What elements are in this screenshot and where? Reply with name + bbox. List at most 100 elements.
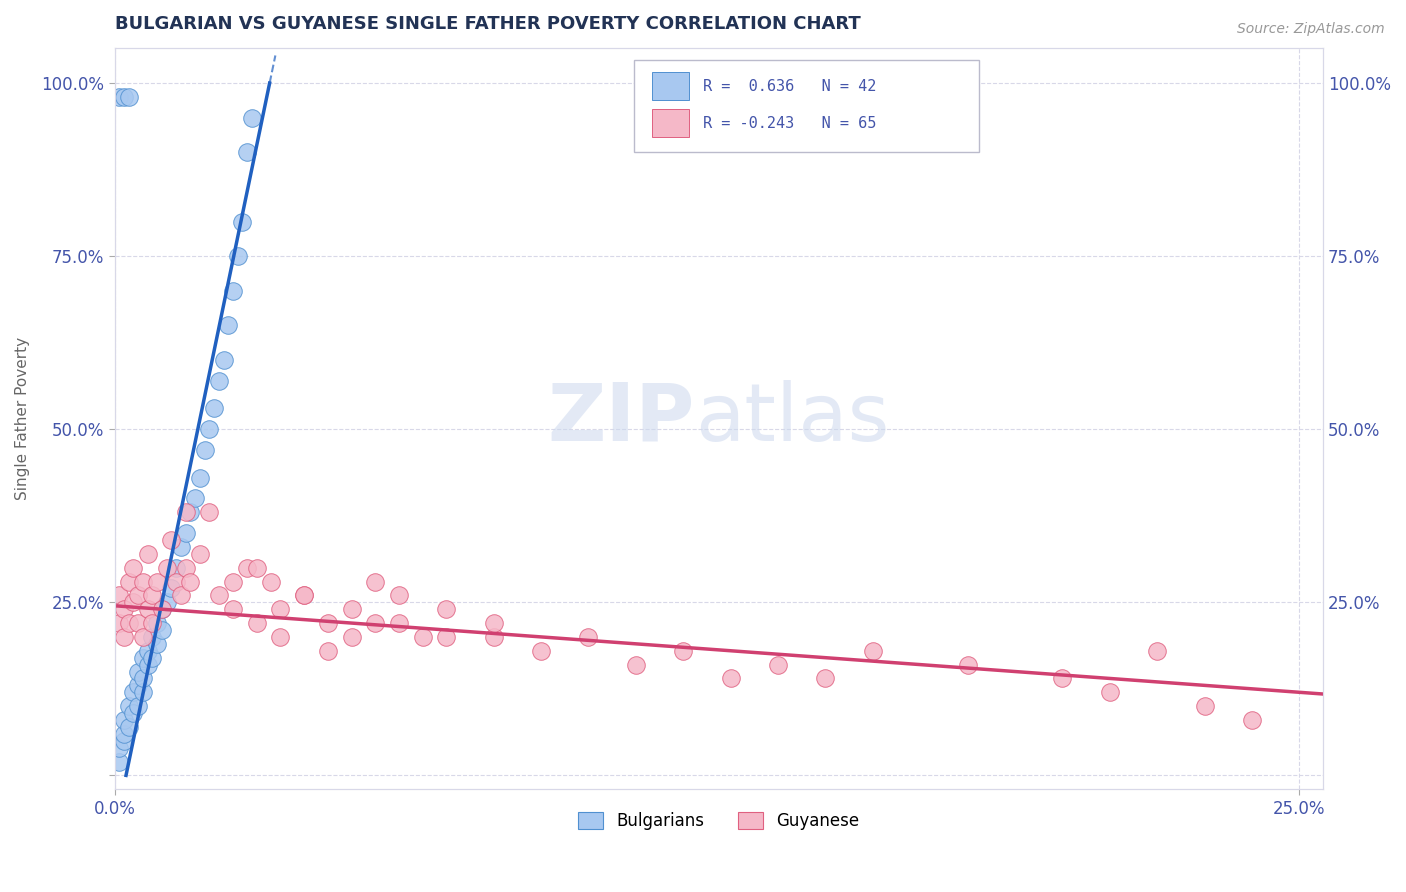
Point bbox=[1098, 685, 1121, 699]
Point bbox=[482, 616, 505, 631]
Point bbox=[720, 672, 742, 686]
Point bbox=[118, 90, 141, 104]
Point bbox=[132, 574, 155, 589]
Point bbox=[132, 685, 155, 699]
Point bbox=[132, 672, 155, 686]
Point bbox=[174, 560, 197, 574]
Point bbox=[118, 616, 141, 631]
Text: R =  0.636   N = 42: R = 0.636 N = 42 bbox=[703, 78, 876, 94]
Point bbox=[212, 353, 235, 368]
Point bbox=[150, 602, 173, 616]
Point bbox=[269, 630, 291, 644]
Point bbox=[165, 574, 187, 589]
Point bbox=[136, 657, 159, 672]
Point bbox=[118, 574, 141, 589]
Point bbox=[260, 574, 283, 589]
Point bbox=[112, 713, 135, 727]
Point bbox=[222, 602, 245, 616]
Text: Source: ZipAtlas.com: Source: ZipAtlas.com bbox=[1237, 22, 1385, 37]
Point bbox=[112, 602, 135, 616]
Point bbox=[146, 574, 169, 589]
FancyBboxPatch shape bbox=[652, 72, 689, 100]
Point bbox=[170, 588, 193, 602]
Point bbox=[202, 401, 225, 416]
Point bbox=[174, 505, 197, 519]
Point bbox=[127, 665, 149, 679]
Point bbox=[624, 657, 647, 672]
Point bbox=[184, 491, 207, 506]
Point bbox=[160, 582, 183, 596]
Point bbox=[236, 145, 259, 160]
Point bbox=[132, 650, 155, 665]
Point bbox=[127, 678, 149, 692]
Point bbox=[141, 588, 163, 602]
Point bbox=[217, 318, 239, 333]
Point bbox=[127, 588, 149, 602]
Point bbox=[814, 672, 837, 686]
Point bbox=[165, 560, 187, 574]
Point bbox=[208, 374, 231, 388]
Point bbox=[530, 644, 553, 658]
Point bbox=[340, 630, 363, 644]
Point bbox=[136, 547, 159, 561]
Point bbox=[388, 588, 411, 602]
Point bbox=[141, 630, 163, 644]
Point bbox=[136, 602, 159, 616]
Point bbox=[316, 644, 339, 658]
Point bbox=[412, 630, 434, 644]
Point bbox=[1052, 672, 1074, 686]
Point bbox=[112, 630, 135, 644]
Point bbox=[956, 657, 979, 672]
Text: ZIP: ZIP bbox=[547, 380, 695, 458]
Point bbox=[112, 727, 135, 741]
Point bbox=[578, 630, 600, 644]
Text: BULGARIAN VS GUYANESE SINGLE FATHER POVERTY CORRELATION CHART: BULGARIAN VS GUYANESE SINGLE FATHER POVE… bbox=[114, 15, 860, 33]
Point bbox=[246, 560, 269, 574]
Text: R = -0.243   N = 65: R = -0.243 N = 65 bbox=[703, 116, 876, 131]
Text: atlas: atlas bbox=[695, 380, 889, 458]
Point bbox=[146, 637, 169, 651]
Point bbox=[236, 560, 259, 574]
Point bbox=[141, 616, 163, 631]
FancyBboxPatch shape bbox=[634, 60, 979, 153]
Point bbox=[127, 699, 149, 714]
Point bbox=[179, 574, 201, 589]
Point bbox=[150, 623, 173, 637]
Point bbox=[292, 588, 315, 602]
Point bbox=[316, 616, 339, 631]
Point bbox=[208, 588, 231, 602]
Point bbox=[1146, 644, 1168, 658]
Point bbox=[364, 574, 387, 589]
Point bbox=[108, 588, 131, 602]
Point bbox=[292, 588, 315, 602]
Point bbox=[179, 505, 201, 519]
Point bbox=[246, 616, 269, 631]
Point bbox=[122, 706, 145, 720]
Point bbox=[146, 616, 169, 631]
Point bbox=[141, 650, 163, 665]
Point bbox=[127, 616, 149, 631]
Point bbox=[222, 574, 245, 589]
Point bbox=[174, 526, 197, 541]
Y-axis label: Single Father Poverty: Single Father Poverty bbox=[15, 337, 30, 500]
Point bbox=[482, 630, 505, 644]
Point bbox=[118, 699, 141, 714]
Point bbox=[156, 595, 179, 609]
Point bbox=[231, 214, 253, 228]
Point bbox=[240, 111, 263, 125]
Point bbox=[122, 560, 145, 574]
Point bbox=[672, 644, 695, 658]
Point bbox=[434, 630, 457, 644]
Point bbox=[340, 602, 363, 616]
Point bbox=[226, 249, 249, 263]
Legend: Bulgarians, Guyanese: Bulgarians, Guyanese bbox=[572, 805, 866, 837]
Point bbox=[434, 602, 457, 616]
Point bbox=[188, 471, 211, 485]
FancyBboxPatch shape bbox=[652, 109, 689, 137]
Point bbox=[150, 602, 173, 616]
Point bbox=[112, 90, 135, 104]
Point bbox=[194, 442, 217, 457]
Point bbox=[188, 547, 211, 561]
Point bbox=[388, 616, 411, 631]
Point bbox=[364, 616, 387, 631]
